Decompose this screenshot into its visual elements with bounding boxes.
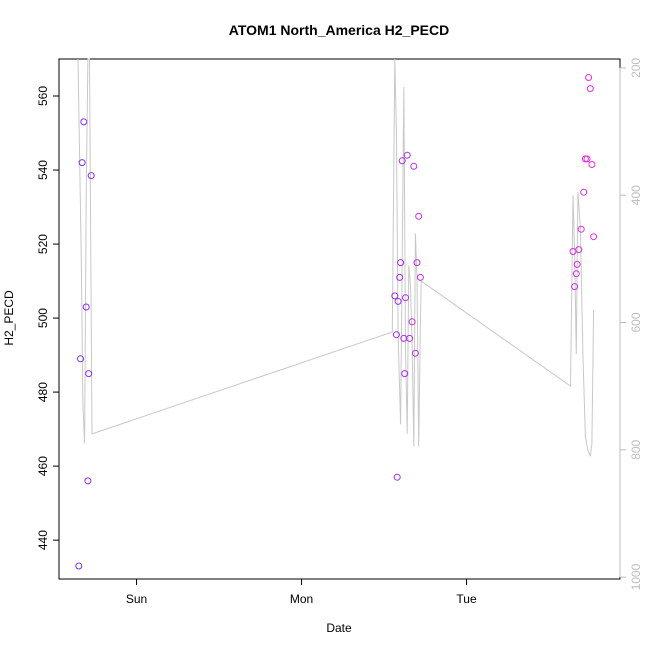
y-tick-label: 560 bbox=[36, 86, 50, 106]
data-point bbox=[82, 303, 90, 311]
data-point bbox=[80, 118, 88, 126]
pressure-line bbox=[77, 58, 595, 457]
data-point bbox=[408, 318, 416, 326]
x-tick-label: Tue bbox=[456, 592, 477, 606]
data-point bbox=[571, 283, 579, 291]
data-point bbox=[87, 172, 95, 180]
data-point bbox=[577, 225, 585, 233]
data-point bbox=[402, 294, 409, 302]
y-tick-label: 440 bbox=[36, 530, 50, 550]
y2-tick-label: 200 bbox=[629, 58, 643, 78]
pressure-line-layer bbox=[77, 58, 595, 457]
y2-tick-label: 800 bbox=[629, 439, 643, 459]
data-point bbox=[569, 248, 577, 255]
x-axis-label: Date bbox=[326, 621, 352, 635]
x-tick-label: Sun bbox=[126, 592, 147, 606]
y-axis-right: 200 400 600 800 1000 bbox=[619, 58, 643, 590]
data-point bbox=[583, 155, 591, 163]
data-point bbox=[585, 74, 593, 81]
y2-tick-label: 600 bbox=[629, 312, 643, 332]
data-point bbox=[77, 355, 84, 363]
data-point bbox=[393, 473, 401, 481]
scatter-points bbox=[75, 74, 598, 570]
plot-box bbox=[58, 58, 621, 580]
data-point bbox=[396, 273, 404, 281]
y-tick-label: 460 bbox=[36, 456, 50, 476]
y-tick-label: 480 bbox=[36, 382, 50, 402]
data-point bbox=[575, 246, 583, 254]
data-point bbox=[397, 259, 405, 267]
data-point bbox=[401, 370, 409, 378]
data-point bbox=[572, 270, 580, 278]
data-point bbox=[411, 349, 419, 357]
y2-tick-label: 400 bbox=[629, 185, 643, 205]
y-tick-label: 520 bbox=[36, 234, 50, 254]
data-point bbox=[392, 331, 400, 339]
data-point bbox=[391, 292, 399, 300]
data-point bbox=[590, 233, 598, 241]
data-point bbox=[78, 159, 86, 167]
data-point bbox=[85, 370, 93, 378]
data-point bbox=[84, 477, 92, 485]
x-axis: Sun Mon Tue bbox=[126, 578, 477, 606]
y-tick-label: 500 bbox=[36, 308, 50, 328]
data-point bbox=[403, 151, 411, 159]
data-point bbox=[415, 212, 423, 220]
data-point bbox=[580, 188, 588, 196]
data-point bbox=[75, 562, 83, 570]
data-point bbox=[398, 157, 406, 165]
chart-title: ATOM1 North_America H2_PECD bbox=[229, 22, 449, 38]
y-axis-label: H2_PECD bbox=[2, 290, 16, 346]
data-point bbox=[406, 334, 414, 342]
y-axis-left: 440 460 480 500 520 540 560 bbox=[36, 86, 60, 550]
data-point bbox=[416, 273, 424, 281]
data-point bbox=[413, 259, 421, 267]
data-point bbox=[573, 260, 581, 268]
x-tick-label: Mon bbox=[290, 592, 313, 606]
data-point bbox=[588, 161, 596, 168]
data-point bbox=[410, 162, 418, 170]
data-point bbox=[586, 85, 594, 93]
y2-tick-label: 1000 bbox=[629, 563, 643, 590]
y-tick-label: 540 bbox=[36, 160, 50, 180]
data-point bbox=[394, 297, 402, 305]
